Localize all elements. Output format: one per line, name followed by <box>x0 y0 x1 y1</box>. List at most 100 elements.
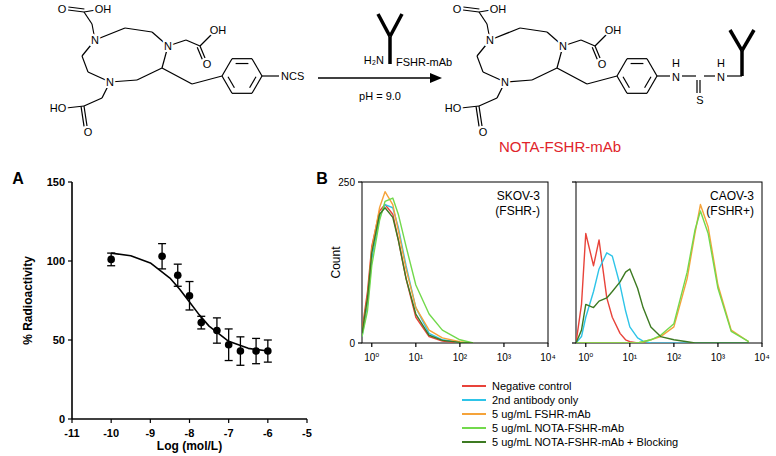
error-bar-cap <box>213 317 221 318</box>
legend-label: 5 ug/mL NOTA-FSHR-mAb + Blocking <box>492 436 678 448</box>
bond <box>704 75 715 76</box>
x-tick-label: 10² <box>453 352 468 363</box>
atom-label: OH <box>95 3 112 15</box>
bond <box>81 106 84 126</box>
error-bar-cap <box>252 338 260 339</box>
x-tick <box>415 343 416 347</box>
error-bar <box>236 337 244 365</box>
error-bar-cap <box>107 265 115 266</box>
x-tick-label: -5 <box>302 427 312 439</box>
bond <box>84 12 92 24</box>
x-tick <box>371 343 372 347</box>
curve <box>576 211 749 343</box>
antibody <box>730 30 742 51</box>
error-bar-cap <box>225 328 233 329</box>
atom-label: N <box>672 71 680 83</box>
bond <box>647 59 657 76</box>
x-tick <box>673 343 674 347</box>
error-bar-cap <box>236 365 244 366</box>
bond <box>505 80 532 82</box>
bond <box>631 63 644 64</box>
y-tick <box>68 418 72 419</box>
curve <box>576 269 749 343</box>
atom-label: N <box>91 34 99 46</box>
x-tick-label: -7 <box>224 427 234 439</box>
bond <box>477 56 483 72</box>
atom-label: N <box>486 34 494 46</box>
x-tick-label: -10 <box>103 427 119 439</box>
bond <box>84 106 87 126</box>
panel-letter: B <box>316 170 328 187</box>
panel-letter: A <box>12 170 24 187</box>
legend-label: 5 ug/mL FSHR-mAb <box>492 408 591 420</box>
y-tick <box>358 342 362 343</box>
arrow-head <box>430 73 442 83</box>
x-tick-label: 10¹ <box>623 352 638 363</box>
bond <box>532 68 557 80</box>
atom-label: NCS <box>281 70 304 82</box>
point <box>237 347 245 355</box>
bond <box>250 77 256 88</box>
x-tick <box>585 343 586 347</box>
atom-label: N <box>164 40 172 52</box>
curve <box>576 234 749 343</box>
reagent-label: FSHR-mAb <box>396 56 452 68</box>
atom-label: O <box>598 58 607 70</box>
error-bar-cap <box>225 360 233 361</box>
product-name: NOTA-FSHR-mAb <box>499 138 621 155</box>
atom-label: O <box>58 3 67 15</box>
y-axis-label: % Radioactivity <box>21 256 35 345</box>
error-bar-cap <box>264 361 272 362</box>
error-bar-cap <box>186 309 194 310</box>
bond <box>252 76 262 93</box>
bond <box>490 28 520 40</box>
curve <box>576 205 749 343</box>
x-tick <box>150 419 151 423</box>
x-tick-label: 10⁴ <box>540 352 555 363</box>
atom-label: HO <box>50 102 67 114</box>
chart-2: 10⁰10¹10²10³10⁴CAOV-3(FSHR+) <box>572 182 770 363</box>
bond <box>479 98 497 106</box>
arrow-line <box>318 77 432 78</box>
atom-label: O <box>453 3 462 15</box>
atom-label: S <box>696 94 703 106</box>
antibody <box>740 51 744 76</box>
bond <box>682 75 696 76</box>
plot-frame <box>576 182 762 343</box>
figure: OOHNNNOHOHOONCSH₂NFSHR-mAbpH = 9.0OOHNNN… <box>0 0 776 456</box>
bond <box>463 7 479 9</box>
bond <box>82 56 88 72</box>
error-bar <box>107 253 115 266</box>
bond <box>110 80 137 82</box>
bond <box>162 68 192 84</box>
x-tick <box>547 343 548 347</box>
atom-label: H <box>717 57 725 69</box>
bond <box>479 12 487 24</box>
atom-label: N <box>106 76 114 88</box>
atom-label: O <box>479 126 488 138</box>
product: OOHNNNOHOHOOHNSHNNOTA-FSHR-mAb <box>445 3 754 155</box>
reaction-arrow: H₂NFSHR-mAbpH = 9.0 <box>318 14 452 102</box>
x-tick-label: 10³ <box>497 352 512 363</box>
bond <box>192 76 222 84</box>
atom-label: N <box>717 71 725 83</box>
x-tick-label: -9 <box>145 427 155 439</box>
y-tick-label: 250 <box>338 177 355 188</box>
bond <box>617 59 627 76</box>
bond <box>647 76 657 93</box>
x-tick <box>761 343 762 347</box>
atom-label: HO <box>445 102 462 114</box>
bond <box>657 75 670 76</box>
bond <box>627 93 647 94</box>
legend-swatch <box>462 427 486 429</box>
x-tick <box>629 343 630 347</box>
legend-label: 5 ug/mL NOTA-FSHR-mAb <box>492 422 624 434</box>
x-tick-label: 10⁰ <box>578 352 593 363</box>
bond <box>186 40 200 46</box>
bond <box>520 28 547 32</box>
bond <box>727 75 742 76</box>
point <box>174 271 182 279</box>
chart-1: 10⁰10¹10²10³10⁴0250CountBSKOV-3(FSHR-) <box>316 170 555 363</box>
bond <box>699 80 700 93</box>
y-tick <box>68 260 72 261</box>
